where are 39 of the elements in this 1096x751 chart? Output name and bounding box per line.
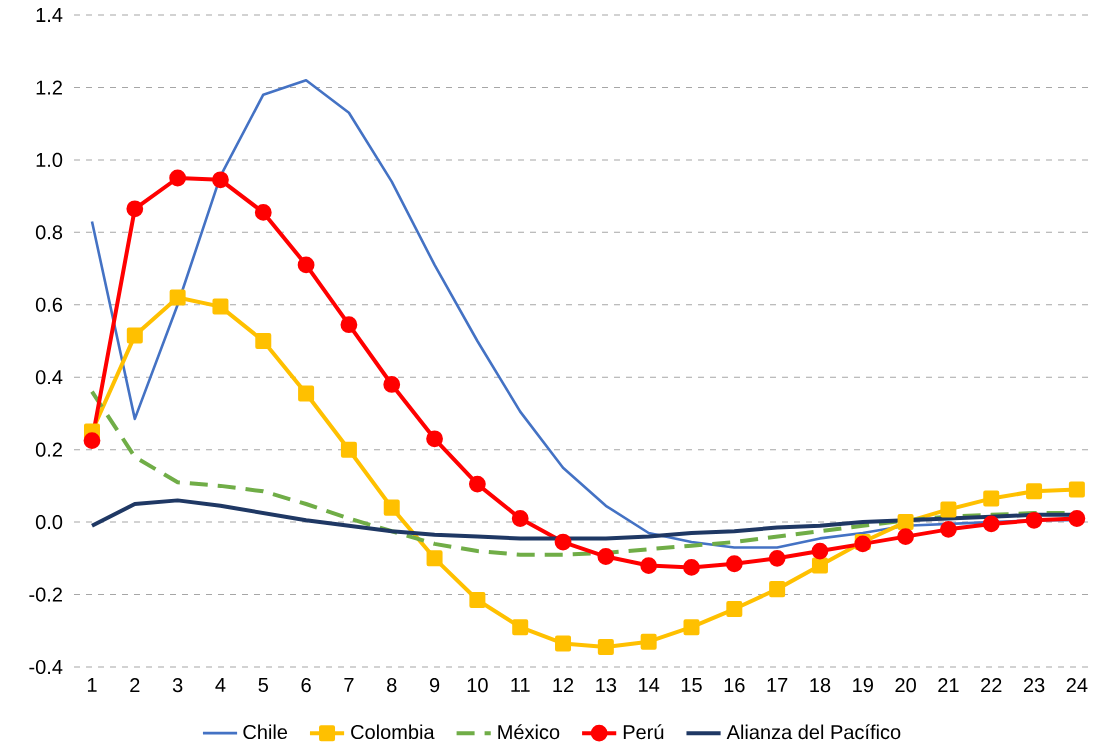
legend-label: Chile [243,724,288,740]
x-tick-label: 10 [467,678,488,693]
x-tick-label: 2 [130,678,140,693]
x-tick-label: 1 [87,678,97,692]
x-tick-label: 3 [172,678,183,693]
y-tick-label: 1.4 [36,8,63,22]
legend-label: Colombia [351,724,435,740]
x-tick-label: 24 [1066,678,1088,693]
y-tick-label: 0.6 [35,297,63,312]
y-tick-label: -0.2 [29,587,62,602]
x-tick-label: 5 [258,678,268,693]
legend-label: Perú [623,724,664,740]
x-tick-label: 19 [853,678,873,693]
legend-label: Alianza del Pacífico [726,724,901,740]
x-tick-label: 21 [938,678,959,693]
y-tick-label: 1.2 [36,80,62,95]
y-tick-label: -0.4 [29,659,63,675]
x-tick-label: 23 [1023,678,1045,693]
x-tick-label: 11 [511,678,530,692]
x-tick-label: 9 [429,678,440,693]
x-tick-label: 12 [553,678,574,693]
x-tick-label: 4 [215,678,226,692]
x-tick-label: 22 [981,678,1002,693]
x-tick-label: 14 [639,678,660,692]
x-tick-label: 16 [724,678,745,693]
y-tick-label: 1.0 [36,152,63,167]
x-tick-label: 17 [767,678,788,692]
x-tick-label: 6 [301,678,311,693]
x-tick-label: 8 [387,678,397,693]
y-tick-label: 0.2 [35,442,62,457]
x-tick-label: 15 [681,678,702,693]
x-tick-label: 18 [810,678,831,693]
x-tick-label: 13 [596,678,617,693]
y-tick-label: 0.0 [35,515,63,530]
x-tick-label: 20 [895,678,916,693]
x-tick-label: 7 [344,678,354,692]
y-tick-label: 0.8 [35,225,63,240]
legend-label: México [498,724,560,740]
y-tick-label: 0.4 [35,370,63,385]
